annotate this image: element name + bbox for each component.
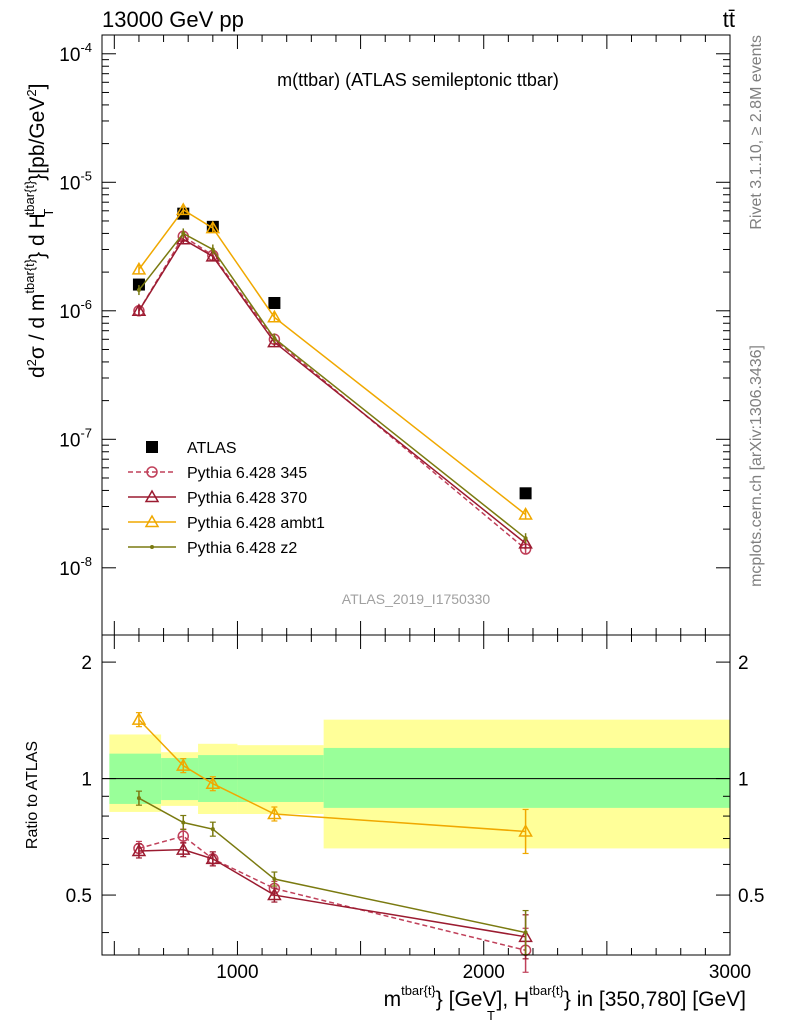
main-y-tick-label: 10-7 xyxy=(59,425,92,451)
data-point xyxy=(267,309,282,323)
ratio-series xyxy=(131,712,533,973)
data-point xyxy=(175,231,191,245)
legend-entry: Pythia 6.428 345 xyxy=(128,465,307,482)
ratio-point xyxy=(175,842,191,855)
main-y-tick-label: 10-6 xyxy=(59,297,92,323)
legend-marker xyxy=(144,489,160,503)
ratio-x-tick-label: 1000 xyxy=(216,962,258,983)
data-point xyxy=(519,487,532,500)
legend-marker xyxy=(146,441,158,453)
series-pythia-6-428-z2 xyxy=(136,228,528,544)
ratio-point xyxy=(177,830,190,842)
ratio-series-pythia-6-428-370 xyxy=(131,842,533,960)
data-point xyxy=(523,536,528,541)
svg-text:T: T xyxy=(487,1008,495,1023)
beam-label: 13000 GeV pp xyxy=(102,7,244,32)
ratio-point xyxy=(131,843,147,857)
data-point xyxy=(210,247,215,252)
legend-label: Pythia 6.428 ambt1 xyxy=(187,515,325,532)
legend-label: Pythia 6.428 370 xyxy=(187,490,307,507)
data-point xyxy=(272,336,277,341)
main-y-axis-label: d2σ / d mtbar{t}} d Htbar{t} T}[pb/GeV2] xyxy=(22,84,56,378)
ratio-line xyxy=(138,848,526,938)
main-y-tick-label: 10-8 xyxy=(59,554,92,580)
svg-text:mtbar{t}} [GeV], Htbar{t}} in: mtbar{t}} [GeV], Htbar{t}} in [350,780] … xyxy=(384,983,746,1011)
ratio-point xyxy=(267,806,282,820)
ratio-point xyxy=(518,823,533,837)
legend-marker xyxy=(144,514,160,528)
ratio-series-pythia-6-428-ambt1 xyxy=(131,712,533,855)
side-label-bottom: mcplots.cern.ch [arXiv:1306.3436] xyxy=(748,345,765,587)
watermark: ATLAS_2019_I1750330 xyxy=(342,591,491,607)
ratio-y-tick-label: 2 xyxy=(81,653,92,674)
ratio-point xyxy=(210,827,215,832)
data-point xyxy=(175,202,191,216)
legend-marker xyxy=(146,466,158,478)
x-axis-label: mtbar{t}} [GeV], Htbar{t}} in [350,780] … xyxy=(384,983,746,1023)
data-point xyxy=(518,506,533,520)
data-point xyxy=(205,248,221,262)
main-axis-ticks: 10-8 10-7 10-6 10-5 10-4 xyxy=(59,35,731,635)
ratio-point xyxy=(272,877,277,882)
ratio-x-tick-label: 3000 xyxy=(709,962,751,983)
ratio-y-tick-label: 0.5 xyxy=(66,886,92,907)
ratio-y-tick-label-right: 0.5 xyxy=(738,886,764,907)
ratio-point xyxy=(181,820,186,825)
ratio-point xyxy=(136,796,141,801)
legend-entry: Pythia 6.428 z2 xyxy=(128,540,297,557)
main-y-tick-label: 10-4 xyxy=(59,40,92,66)
data-point xyxy=(268,296,281,309)
process-label: tt̄ xyxy=(723,7,735,32)
legend-label: ATLAS xyxy=(187,440,237,457)
series-pythia-6-428-ambt1 xyxy=(131,202,533,520)
ratio-plot-panel: 0.5 0.5 1 1 2 2 1000 2000 3000 Ratio to ATLAS xyxy=(24,634,764,983)
data-point xyxy=(131,303,147,317)
data-point xyxy=(205,220,221,234)
ratio-point xyxy=(205,851,221,865)
legend-entry: Pythia 6.428 370 xyxy=(128,489,307,507)
ratio-point xyxy=(205,776,221,789)
main-series xyxy=(131,202,533,555)
data-point xyxy=(132,278,145,291)
data-point xyxy=(131,261,147,275)
ratio-y-axis-label: Ratio to ATLAS xyxy=(24,741,41,849)
ratio-point xyxy=(523,930,528,935)
ratio-y-tick-label: 1 xyxy=(81,770,92,791)
ratio-y-tick-label-right: 1 xyxy=(738,770,749,791)
band-inner xyxy=(323,747,730,808)
legend: ATLAS Pythia 6.428 345 Pythia 6.428 370 Pyt… xyxy=(128,440,325,557)
main-y-tick-label: 10-5 xyxy=(59,168,92,194)
svg-text:d2σ / d mtbar{t}} d Htbar{t}T}: d2σ / d mtbar{t}} d Htbar{t} T}[pb/GeV2] xyxy=(22,84,56,378)
main-title: m(ttbar) (ATLAS semileptonic ttbar) xyxy=(277,70,559,90)
ratio-point xyxy=(267,887,282,901)
legend-label: Pythia 6.428 345 xyxy=(187,465,307,482)
ratio-point xyxy=(175,758,191,771)
ratio-axis-ticks: 0.5 0.5 1 1 2 2 1000 2000 3000 xyxy=(66,635,764,983)
legend-marker xyxy=(150,545,154,549)
data-point xyxy=(518,535,533,549)
ratio-x-tick-label: 2000 xyxy=(463,962,505,983)
legend-entry: Pythia 6.428 ambt1 xyxy=(128,514,325,532)
data-point xyxy=(181,231,186,236)
legend-label: Pythia 6.428 z2 xyxy=(187,540,297,557)
ratio-y-tick-label-right: 2 xyxy=(738,653,749,674)
ratio-series-pythia-6-428-345 xyxy=(133,828,532,973)
ratio-uncertainty-bands xyxy=(109,719,730,849)
data-point xyxy=(136,288,141,293)
main-plot-panel: m(ttbar) (ATLAS semileptonic ttbar) ATLA… xyxy=(22,34,731,636)
legend-entry: ATLAS xyxy=(146,440,237,457)
side-label-top: Rivet 3.1.10, ≥ 2.8M events xyxy=(748,35,765,230)
series-pythia-6-428-370 xyxy=(131,231,533,549)
ratio-point xyxy=(131,712,147,725)
